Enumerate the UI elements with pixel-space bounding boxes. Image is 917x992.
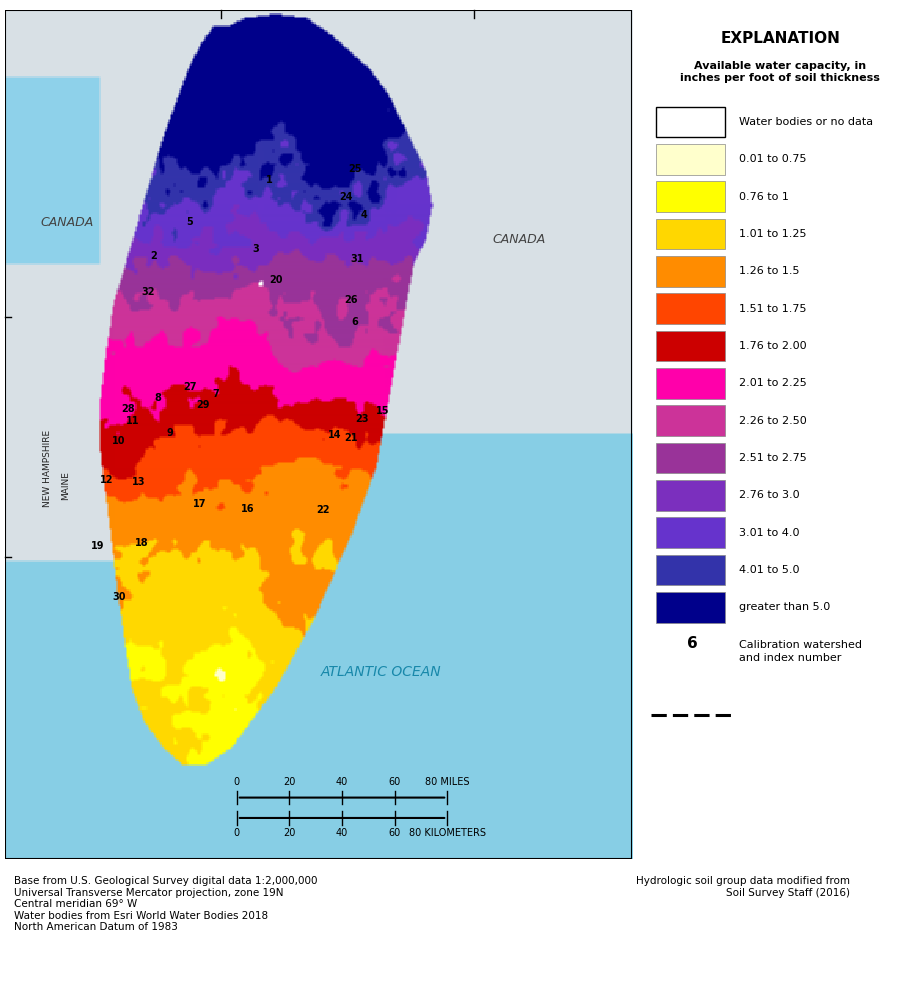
Text: 1.76 to 2.00: 1.76 to 2.00 — [739, 341, 806, 351]
Bar — [657, 442, 725, 473]
Text: 17: 17 — [193, 499, 206, 509]
Text: 0: 0 — [234, 828, 240, 838]
Text: Available water capacity, in
inches per foot of soil thickness: Available water capacity, in inches per … — [680, 61, 880, 83]
Text: 11: 11 — [126, 416, 139, 426]
Text: Water bodies or no data: Water bodies or no data — [739, 117, 873, 127]
Text: 30: 30 — [113, 592, 127, 602]
Text: 2.01 to 2.25: 2.01 to 2.25 — [739, 378, 807, 389]
Text: 1.26 to 1.5: 1.26 to 1.5 — [739, 266, 800, 277]
Bar — [657, 182, 725, 212]
Text: 12: 12 — [100, 475, 114, 485]
Bar — [657, 518, 725, 548]
Text: 19: 19 — [91, 542, 105, 552]
Text: 14: 14 — [328, 431, 341, 440]
Text: 80 MILES: 80 MILES — [425, 778, 470, 788]
Text: 60: 60 — [389, 778, 401, 788]
Bar — [657, 368, 725, 399]
Bar — [657, 144, 725, 175]
Text: 6: 6 — [687, 636, 698, 651]
Bar — [657, 592, 725, 623]
Text: ATLANTIC OCEAN: ATLANTIC OCEAN — [321, 665, 442, 679]
Text: MAINE: MAINE — [61, 471, 71, 500]
Text: 0: 0 — [234, 778, 240, 788]
Text: 18: 18 — [135, 538, 149, 548]
Text: 20: 20 — [283, 828, 295, 838]
Bar — [657, 256, 725, 287]
Text: Hydrologic soil group data modified from
Soil Survey Staff (2016): Hydrologic soil group data modified from… — [635, 876, 849, 898]
Text: CANADA: CANADA — [40, 215, 94, 228]
Text: 28: 28 — [121, 404, 135, 414]
Text: 6: 6 — [351, 317, 359, 327]
Bar — [657, 294, 725, 324]
Bar — [657, 406, 725, 436]
Text: 2: 2 — [150, 251, 158, 261]
Text: 10: 10 — [112, 436, 126, 446]
Text: 15: 15 — [376, 406, 390, 416]
Text: Base from U.S. Geological Survey digital data 1:2,000,000
Universal Transverse M: Base from U.S. Geological Survey digital… — [14, 876, 317, 932]
Bar — [657, 218, 725, 249]
Text: 23: 23 — [356, 414, 370, 424]
Text: 70°: 70° — [210, 0, 232, 3]
Text: greater than 5.0: greater than 5.0 — [739, 602, 830, 612]
Text: 5: 5 — [186, 217, 193, 227]
Text: 2.51 to 2.75: 2.51 to 2.75 — [739, 453, 807, 463]
Bar — [657, 107, 725, 137]
Text: 21: 21 — [345, 433, 358, 442]
Text: 16: 16 — [241, 504, 255, 514]
Text: CANADA: CANADA — [492, 232, 546, 246]
Text: 24: 24 — [339, 191, 353, 201]
Text: 20: 20 — [283, 778, 295, 788]
Text: 68°: 68° — [463, 0, 485, 3]
Text: 27: 27 — [183, 382, 196, 392]
Text: 26: 26 — [345, 296, 358, 306]
Text: 31: 31 — [350, 255, 364, 265]
Text: 8: 8 — [154, 393, 161, 403]
Text: 2.26 to 2.50: 2.26 to 2.50 — [739, 416, 807, 426]
Text: 40: 40 — [336, 778, 348, 788]
Text: 80 KILOMETERS: 80 KILOMETERS — [409, 828, 486, 838]
Text: 29: 29 — [196, 401, 210, 411]
Text: 22: 22 — [316, 505, 329, 515]
Text: NEW HAMPSHIRE: NEW HAMPSHIRE — [43, 430, 51, 507]
Text: 40: 40 — [336, 828, 348, 838]
Text: 60: 60 — [389, 828, 401, 838]
Text: 4.01 to 5.0: 4.01 to 5.0 — [739, 565, 800, 575]
Text: 32: 32 — [141, 287, 154, 297]
Text: 13: 13 — [131, 477, 145, 487]
Bar — [657, 555, 725, 585]
Text: 4: 4 — [360, 210, 367, 220]
Text: 3: 3 — [252, 244, 260, 254]
Text: 1.51 to 1.75: 1.51 to 1.75 — [739, 304, 806, 313]
Text: 3.01 to 4.0: 3.01 to 4.0 — [739, 528, 800, 538]
Text: 1.01 to 1.25: 1.01 to 1.25 — [739, 229, 806, 239]
Text: 0.01 to 0.75: 0.01 to 0.75 — [739, 155, 806, 165]
Bar — [657, 330, 725, 361]
Text: 25: 25 — [348, 165, 361, 175]
Text: 20: 20 — [269, 275, 282, 285]
Text: 1: 1 — [266, 175, 273, 185]
Text: Calibration watershed
and index number: Calibration watershed and index number — [739, 641, 862, 663]
Bar — [657, 480, 725, 511]
Text: 0.76 to 1: 0.76 to 1 — [739, 191, 789, 201]
Text: 2.76 to 3.0: 2.76 to 3.0 — [739, 490, 800, 500]
Text: EXPLANATION: EXPLANATION — [720, 31, 840, 47]
Text: 7: 7 — [212, 390, 219, 400]
Text: 9: 9 — [166, 428, 173, 437]
